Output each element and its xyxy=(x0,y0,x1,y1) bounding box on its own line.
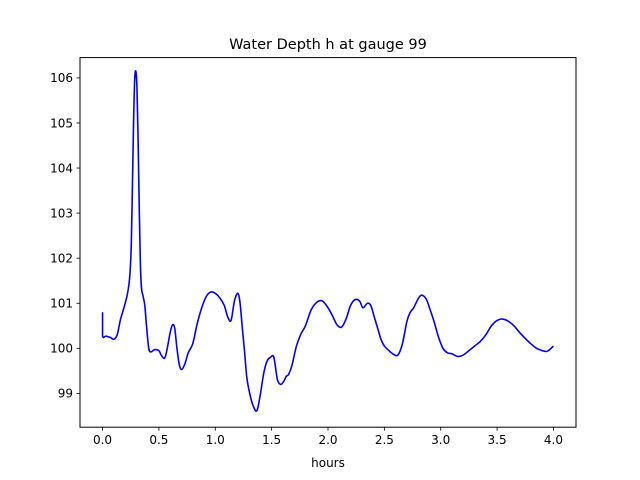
x-tick-label: 1.0 xyxy=(206,433,225,447)
x-tick-label: 2.0 xyxy=(318,433,337,447)
plot-area xyxy=(80,57,576,428)
x-tick-label: 0.5 xyxy=(149,433,168,447)
y-tick-label: 103 xyxy=(50,206,73,220)
y-tick-label: 106 xyxy=(50,71,73,85)
series-layer xyxy=(101,70,555,412)
x-tick-label: 3.5 xyxy=(488,433,507,447)
x-tick-label: 3.0 xyxy=(431,433,450,447)
y-tick-label: 102 xyxy=(50,251,73,265)
y-tick-label: 100 xyxy=(50,342,73,356)
plot-frame xyxy=(79,57,577,428)
y-tick-label: 105 xyxy=(50,116,73,130)
y-tick-label: 99 xyxy=(58,387,73,401)
x-axis-ticks: 0.0 0.5 1.0 1.5 2.0 2.5 3.0 3.5 4.0 xyxy=(93,427,563,447)
x-tick-label: 4.0 xyxy=(544,433,563,447)
x-tick-label: 2.5 xyxy=(375,433,394,447)
x-axis-label: hours xyxy=(311,456,345,470)
y-axis-ticks: 99 100 101 102 103 104 105 106 xyxy=(50,71,80,401)
y-tick-label: 101 xyxy=(50,297,73,311)
chart-title: Water Depth h at gauge 99 xyxy=(229,37,427,53)
y-tick-label: 104 xyxy=(50,161,73,175)
series-line-0 xyxy=(101,70,555,412)
x-tick-label: 0.0 xyxy=(93,433,112,447)
x-tick-label: 1.5 xyxy=(262,433,281,447)
